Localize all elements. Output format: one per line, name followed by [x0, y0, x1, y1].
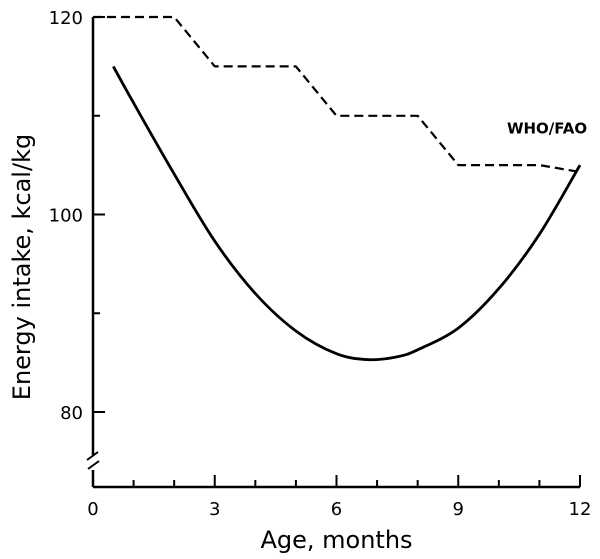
x-tick-label: 6	[331, 499, 342, 520]
x-tick-label: 9	[453, 499, 464, 520]
x-axis-title: Age, months	[260, 526, 412, 554]
series-line-observed	[112, 65, 582, 362]
ticks	[92, 16, 581, 487]
series-line-who-fao	[93, 15, 581, 174]
series-label-who-fao: WHO/FAO	[507, 120, 587, 138]
x-tick-label: 12	[569, 499, 592, 520]
axes	[86, 17, 580, 489]
y-axis-break	[86, 451, 100, 470]
series-layer	[93, 15, 582, 362]
x-tick-label: 3	[209, 499, 220, 520]
y-tick-label: 100	[49, 206, 83, 227]
y-axis-title: Energy intake, kcal/kg	[8, 134, 36, 400]
x-tick-label: 0	[87, 499, 98, 520]
y-tick-label: 120	[49, 8, 83, 29]
y-tick-label: 80	[60, 403, 83, 424]
tick-labels: 0 3 6 9 12 80 100 120	[49, 8, 592, 520]
